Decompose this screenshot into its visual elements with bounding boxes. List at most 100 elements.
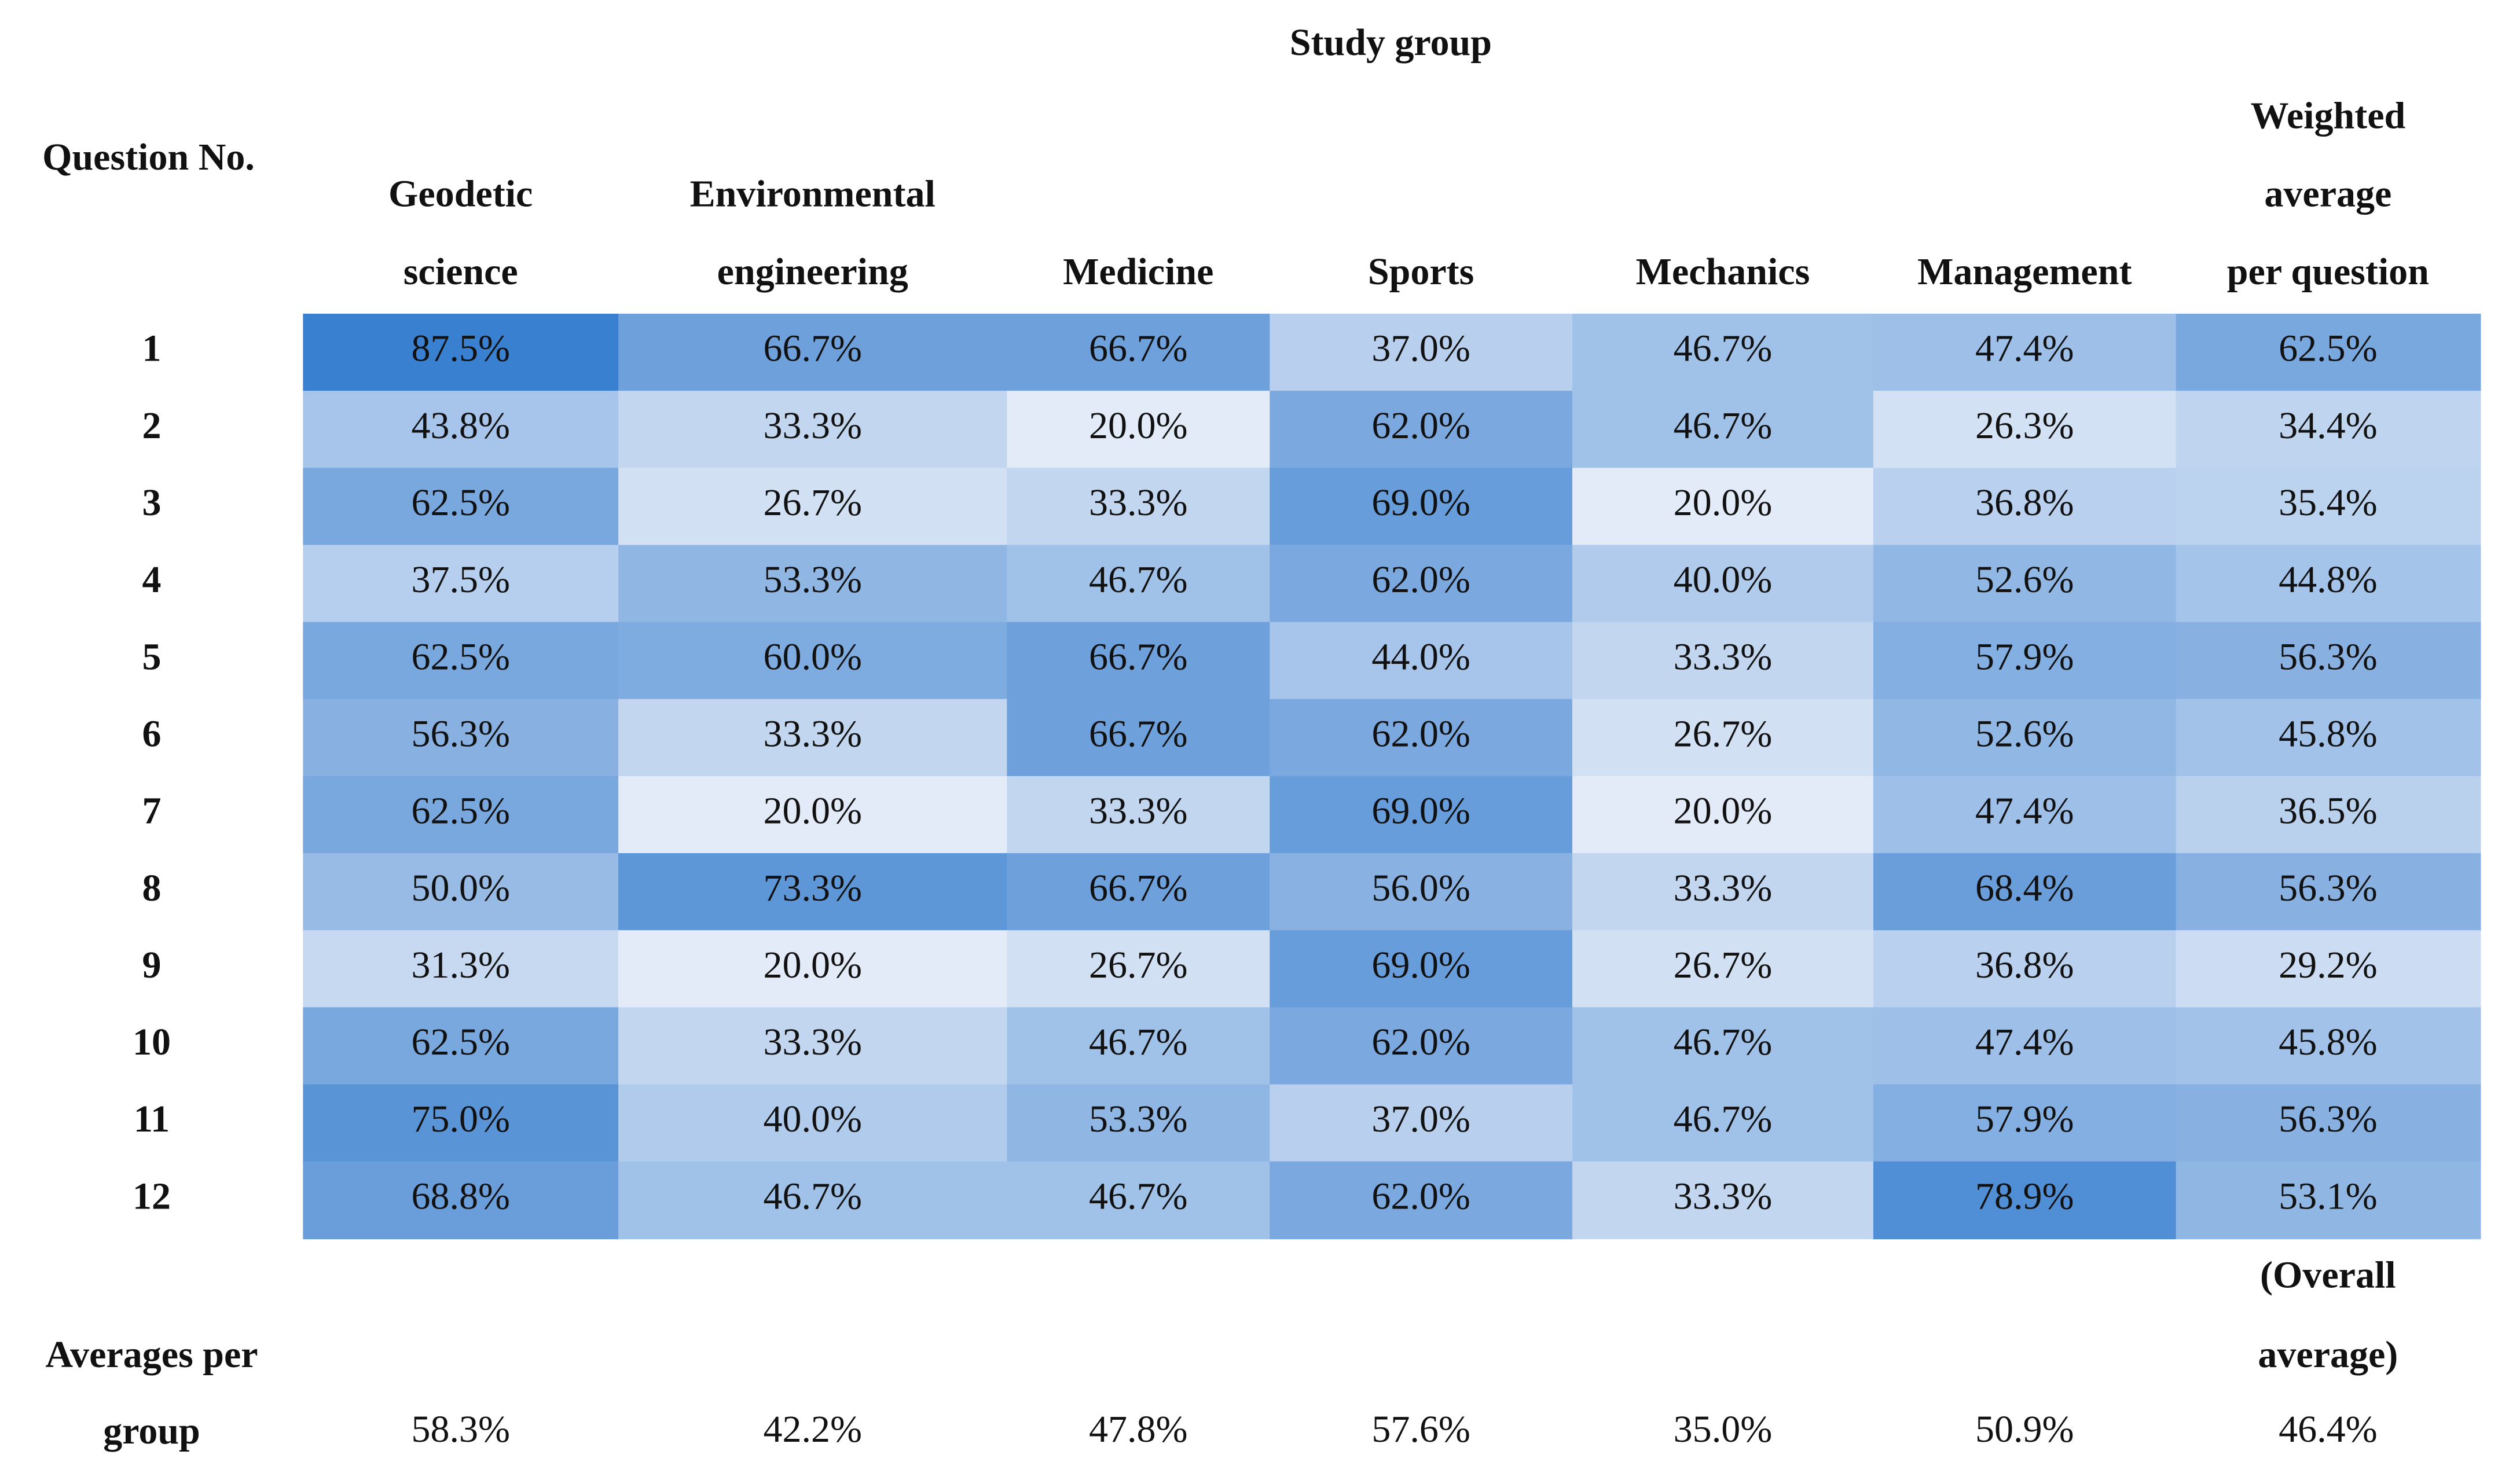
overall-label: average) [2258,1334,2398,1376]
cell-bg [1270,853,1573,931]
cell-bg [2176,1161,2481,1240]
cell: 20.0% [763,944,862,986]
cell-bg [1007,1007,1271,1085]
cell: 62.5% [411,1021,510,1063]
cell-bg [618,391,1008,469]
row-header: Question No. [42,136,255,178]
cell: 46.7% [1089,1021,1188,1063]
title: Study group [1290,21,1492,64]
column-header: Environmental [690,172,936,215]
cell-bg [1873,1161,2177,1240]
cell: 66.7% [1089,867,1188,909]
cell-bg [1007,391,1271,469]
cell: 50.0% [411,867,510,909]
cell: 33.3% [1089,790,1188,832]
cell-bg [303,1161,619,1240]
row-label: 9 [142,944,162,986]
column-header: Medicine [1063,251,1213,293]
cell: 46.7% [763,1175,862,1217]
cell: 33.3% [1674,636,1773,678]
cell-bg [1572,313,1875,392]
cell-bg [1270,1084,1573,1163]
cell: 62.0% [1371,1021,1470,1063]
cell: 53.3% [1089,1098,1188,1140]
column-header: Geodetic [388,172,533,215]
cell: 62.0% [1371,559,1470,601]
cell-bg [2176,468,2481,546]
cell: 45.8% [2279,1021,2378,1063]
cell-bg [1007,545,1271,623]
cell: 66.7% [1089,328,1188,370]
column-header: engineering [717,251,908,293]
cell: 33.3% [1674,1175,1773,1217]
average: 42.2% [763,1408,862,1450]
cell-bg [1572,853,1875,931]
cell: 46.7% [1674,405,1773,447]
cell: 37.0% [1371,1098,1470,1140]
cell: 20.0% [1089,405,1188,447]
cell-bg [303,545,619,623]
cell: 46.7% [1674,1098,1773,1140]
cell: 43.8% [411,405,510,447]
cell-bg [1572,391,1875,469]
cell-bg [2176,853,2481,931]
cell: 47.4% [1975,1021,2074,1063]
cell: 40.0% [1674,559,1773,601]
cell: 68.4% [1975,867,2074,909]
cell: 56.3% [411,712,510,755]
cell: 47.4% [1975,328,2074,370]
cell: 37.0% [1371,328,1470,370]
cell: 46.7% [1674,1021,1773,1063]
cell-bg [1007,776,1271,854]
cell-bg [2176,1007,2481,1085]
cell: 36.5% [2279,790,2378,832]
cell: 26.3% [1975,405,2074,447]
column-header: Management [1917,251,2132,293]
column-header: science [404,251,518,293]
cell-bg [1572,622,1875,700]
cell: 62.5% [2279,328,2378,370]
cell-bg [303,622,619,700]
cell: 69.0% [1371,482,1470,524]
cell: 37.5% [411,559,510,601]
cell-bg [1873,1007,2177,1085]
cell-bg [1270,313,1573,392]
average: 35.0% [1674,1408,1773,1450]
cell-bg [2176,313,2481,392]
cell: 68.8% [411,1175,510,1217]
cell-bg [1572,930,1875,1008]
cell-bg [1873,545,2177,623]
average: 47.8% [1089,1408,1188,1450]
cell-bg [303,1084,619,1163]
cell-bg [1270,468,1573,546]
cell: 66.7% [763,328,862,370]
cell: 87.5% [411,328,510,370]
cell: 75.0% [411,1098,510,1140]
cell: 46.7% [1674,328,1773,370]
cell: 57.9% [1975,1098,2074,1140]
cell: 57.9% [1975,636,2074,678]
row-label: 3 [142,482,162,524]
cell: 20.0% [763,790,862,832]
cell-bg [303,699,619,777]
footer-label: Averages per [45,1334,258,1376]
cell: 36.8% [1975,482,2074,524]
cell-bg [2176,622,2481,700]
cell-bg [1572,1084,1875,1163]
average: 50.9% [1975,1408,2074,1450]
cell-bg [618,1161,1008,1240]
cell-bg [303,930,619,1008]
cell-bg [1007,930,1271,1008]
cell-bg [1270,545,1573,623]
cell-bg [1873,313,2177,392]
cell-bg [618,853,1008,931]
footer-label: group [103,1410,200,1452]
cell-bg [1572,776,1875,854]
cell-bg [1572,545,1875,623]
cell-bg [1572,699,1875,777]
cell-bg [1007,468,1271,546]
cell: 56.3% [2279,867,2378,909]
cell-bg [618,776,1008,854]
cell-bg [1873,1084,2177,1163]
